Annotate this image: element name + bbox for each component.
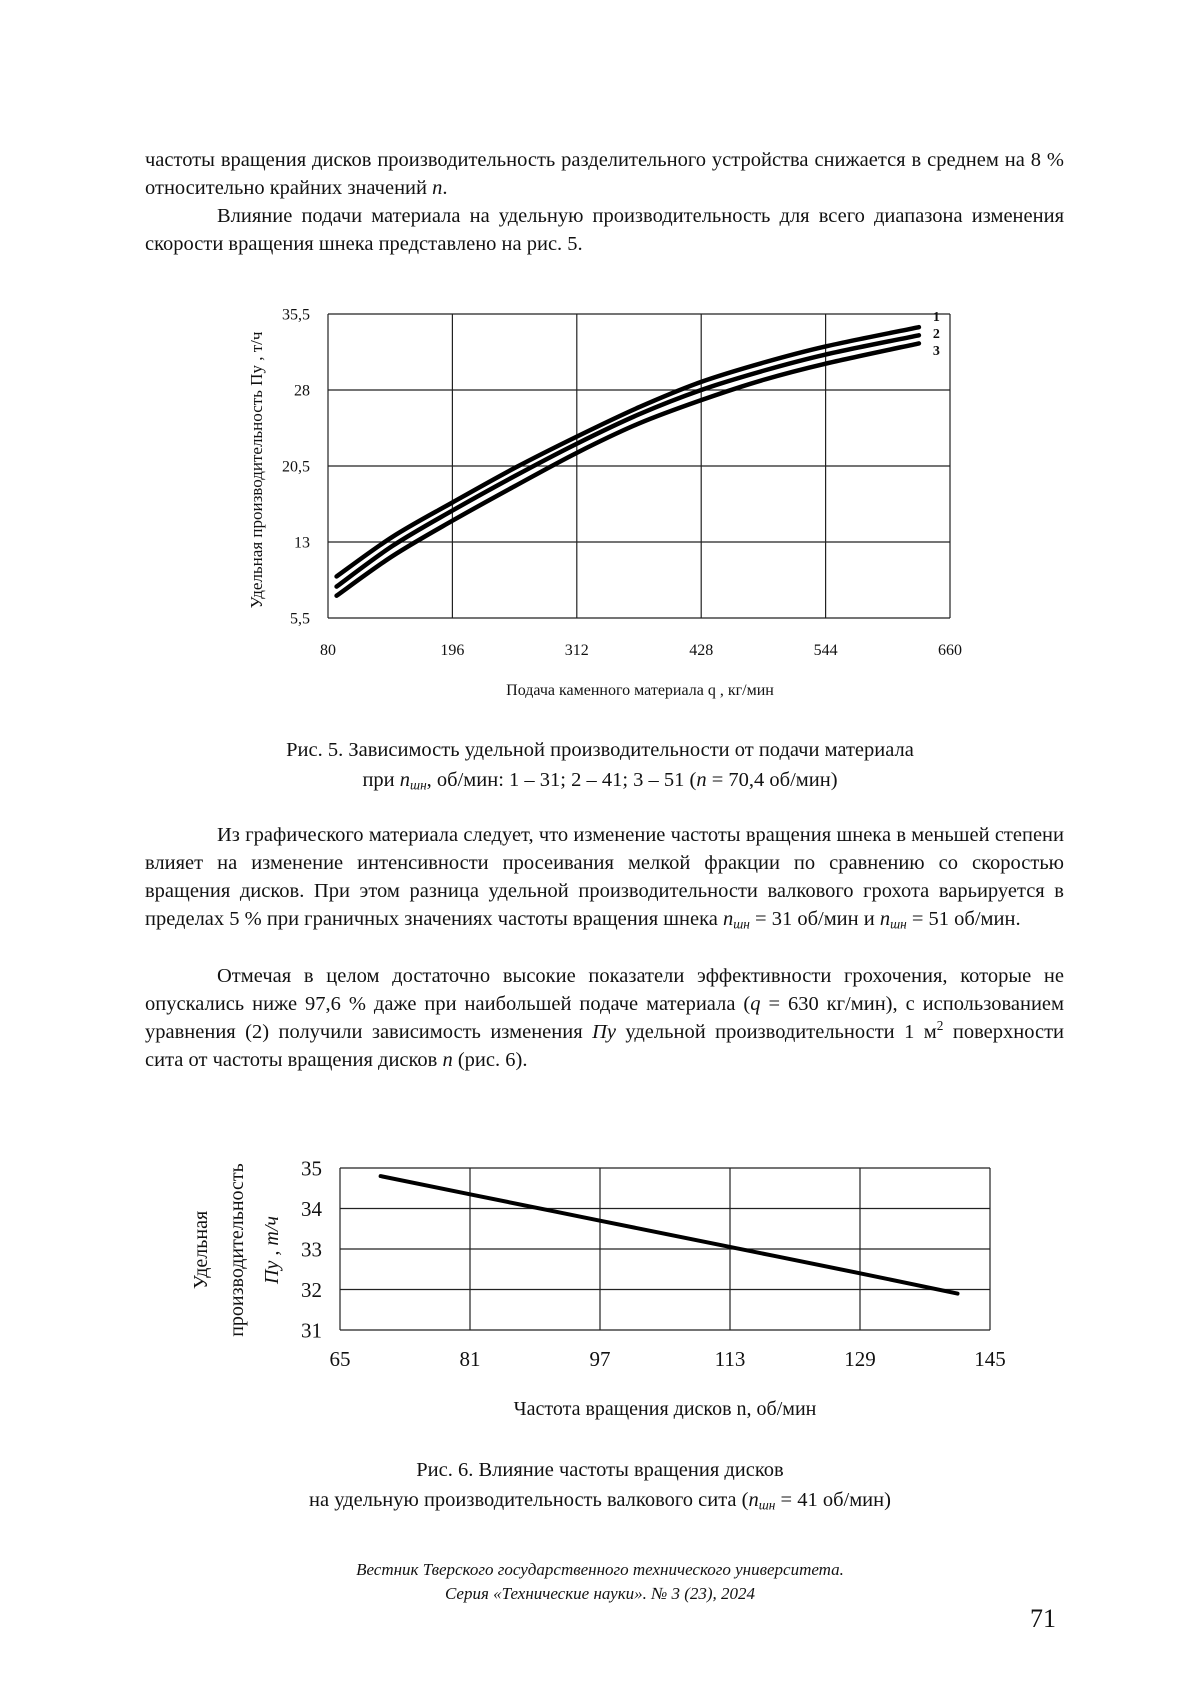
- series-line-1: [337, 327, 919, 576]
- paragraph: Влияние подачи материала на удельную про…: [145, 202, 1064, 258]
- y-axis-label: Удельная производительность Пу , т/ч: [247, 331, 266, 608]
- text-segment: , об/мин: 1 – 31; 2 – 41; 3 – 51 (: [427, 769, 697, 791]
- text-segment: шн: [410, 777, 427, 792]
- x-tick-label: 428: [689, 642, 713, 659]
- text-segment: Рис. 5. Зависимость удельной производите…: [286, 739, 914, 761]
- y-axis-label-line: Пу , т/ч: [261, 1216, 283, 1285]
- text-segment: Пу: [592, 1021, 616, 1043]
- x-axis-label: Частота вращения дисков n, об/мин: [514, 1398, 817, 1420]
- text-segment: Влияние подачи материала на удельную про…: [145, 205, 1064, 255]
- text-segment: n: [880, 908, 890, 930]
- text-segment: частоты вращения дисков производительнос…: [145, 149, 1064, 199]
- x-tick-label: 145: [974, 1347, 1006, 1371]
- y-tick-label: 28: [294, 383, 310, 400]
- text-segment: = 70,4 об/мин): [707, 769, 838, 791]
- x-tick-label: 544: [814, 642, 838, 659]
- text-segment: = 41 об/мин): [775, 1489, 891, 1511]
- series-line-2: [337, 335, 919, 586]
- page-number: 71: [1030, 1604, 1056, 1634]
- text-segment: = 31 об/мин и: [750, 908, 880, 930]
- x-axis-label: Подача каменного материала q , кг/мин: [506, 682, 774, 699]
- figure-caption-line: Рис. 6. Влияние частоты вращения дисков: [0, 1455, 1200, 1485]
- x-tick-label: 97: [590, 1347, 611, 1371]
- text-segment: шн: [890, 916, 907, 931]
- y-tick-label: 31: [301, 1318, 322, 1342]
- figure-caption-line: на удельную производительность валкового…: [0, 1485, 1200, 1515]
- series-line-3: [337, 343, 919, 595]
- y-tick-label: 35: [301, 1156, 322, 1180]
- text-segment: (рис. 6).: [453, 1049, 528, 1071]
- series-label-1: 1: [933, 310, 940, 325]
- x-tick-label: 312: [565, 642, 589, 659]
- x-tick-label: 81: [460, 1347, 481, 1371]
- journal-title-line1: Вестник Тверского государственного техни…: [0, 1558, 1200, 1582]
- figure-caption-line: Рис. 5. Зависимость удельной производите…: [0, 735, 1200, 765]
- text-segment: шн: [759, 1497, 776, 1512]
- y-tick-label: 5,5: [290, 611, 310, 628]
- x-tick-label: 660: [938, 642, 962, 659]
- x-tick-label: 196: [440, 642, 464, 659]
- y-tick-label: 35,5: [282, 307, 310, 324]
- y-tick-label: 32: [301, 1278, 322, 1302]
- text-segment: q: [750, 993, 760, 1015]
- paragraph: Отмечая в целом достаточно высокие показ…: [145, 962, 1064, 1074]
- text-segment: при: [362, 769, 399, 791]
- y-axis-label-line: Удельная: [190, 1211, 212, 1289]
- text-segment: n: [442, 1049, 452, 1071]
- series-label-3: 3: [933, 344, 940, 359]
- text-segment: удельной производительности 1 м: [616, 1021, 937, 1043]
- figure-caption-line: при nшн, об/мин: 1 – 31; 2 – 41; 3 – 51 …: [0, 765, 1200, 795]
- x-tick-label: 65: [330, 1347, 351, 1371]
- series-label-2: 2: [933, 327, 940, 342]
- y-tick-label: 33: [301, 1237, 322, 1261]
- text-segment: .: [442, 177, 447, 199]
- text-segment: на удельную производительность валкового…: [309, 1489, 748, 1511]
- paragraph: частоты вращения дисков производительнос…: [145, 146, 1064, 202]
- text-segment: Рис. 6. Влияние частоты вращения дисков: [416, 1459, 783, 1481]
- x-tick-label: 129: [844, 1347, 876, 1371]
- text-segment: n: [723, 908, 733, 930]
- text-segment: n: [748, 1489, 758, 1511]
- y-tick-label: 13: [294, 535, 310, 552]
- paragraph: Из графического материала следует, что и…: [145, 821, 1064, 933]
- text-segment: n: [432, 177, 442, 199]
- x-tick-label: 80: [320, 642, 336, 659]
- text-segment: = 51 об/мин.: [907, 908, 1021, 930]
- y-tick-label: 20,5: [282, 459, 310, 476]
- journal-title-line2: Серия «Технические науки». № 3 (23), 202…: [0, 1582, 1200, 1606]
- text-segment: шн: [733, 916, 750, 931]
- series-line-1: [381, 1176, 958, 1293]
- y-tick-label: 34: [301, 1197, 323, 1221]
- text-segment: n: [696, 769, 706, 791]
- text-segment: n: [400, 769, 410, 791]
- y-axis-label-line: производительность: [226, 1163, 248, 1337]
- x-tick-label: 113: [715, 1347, 746, 1371]
